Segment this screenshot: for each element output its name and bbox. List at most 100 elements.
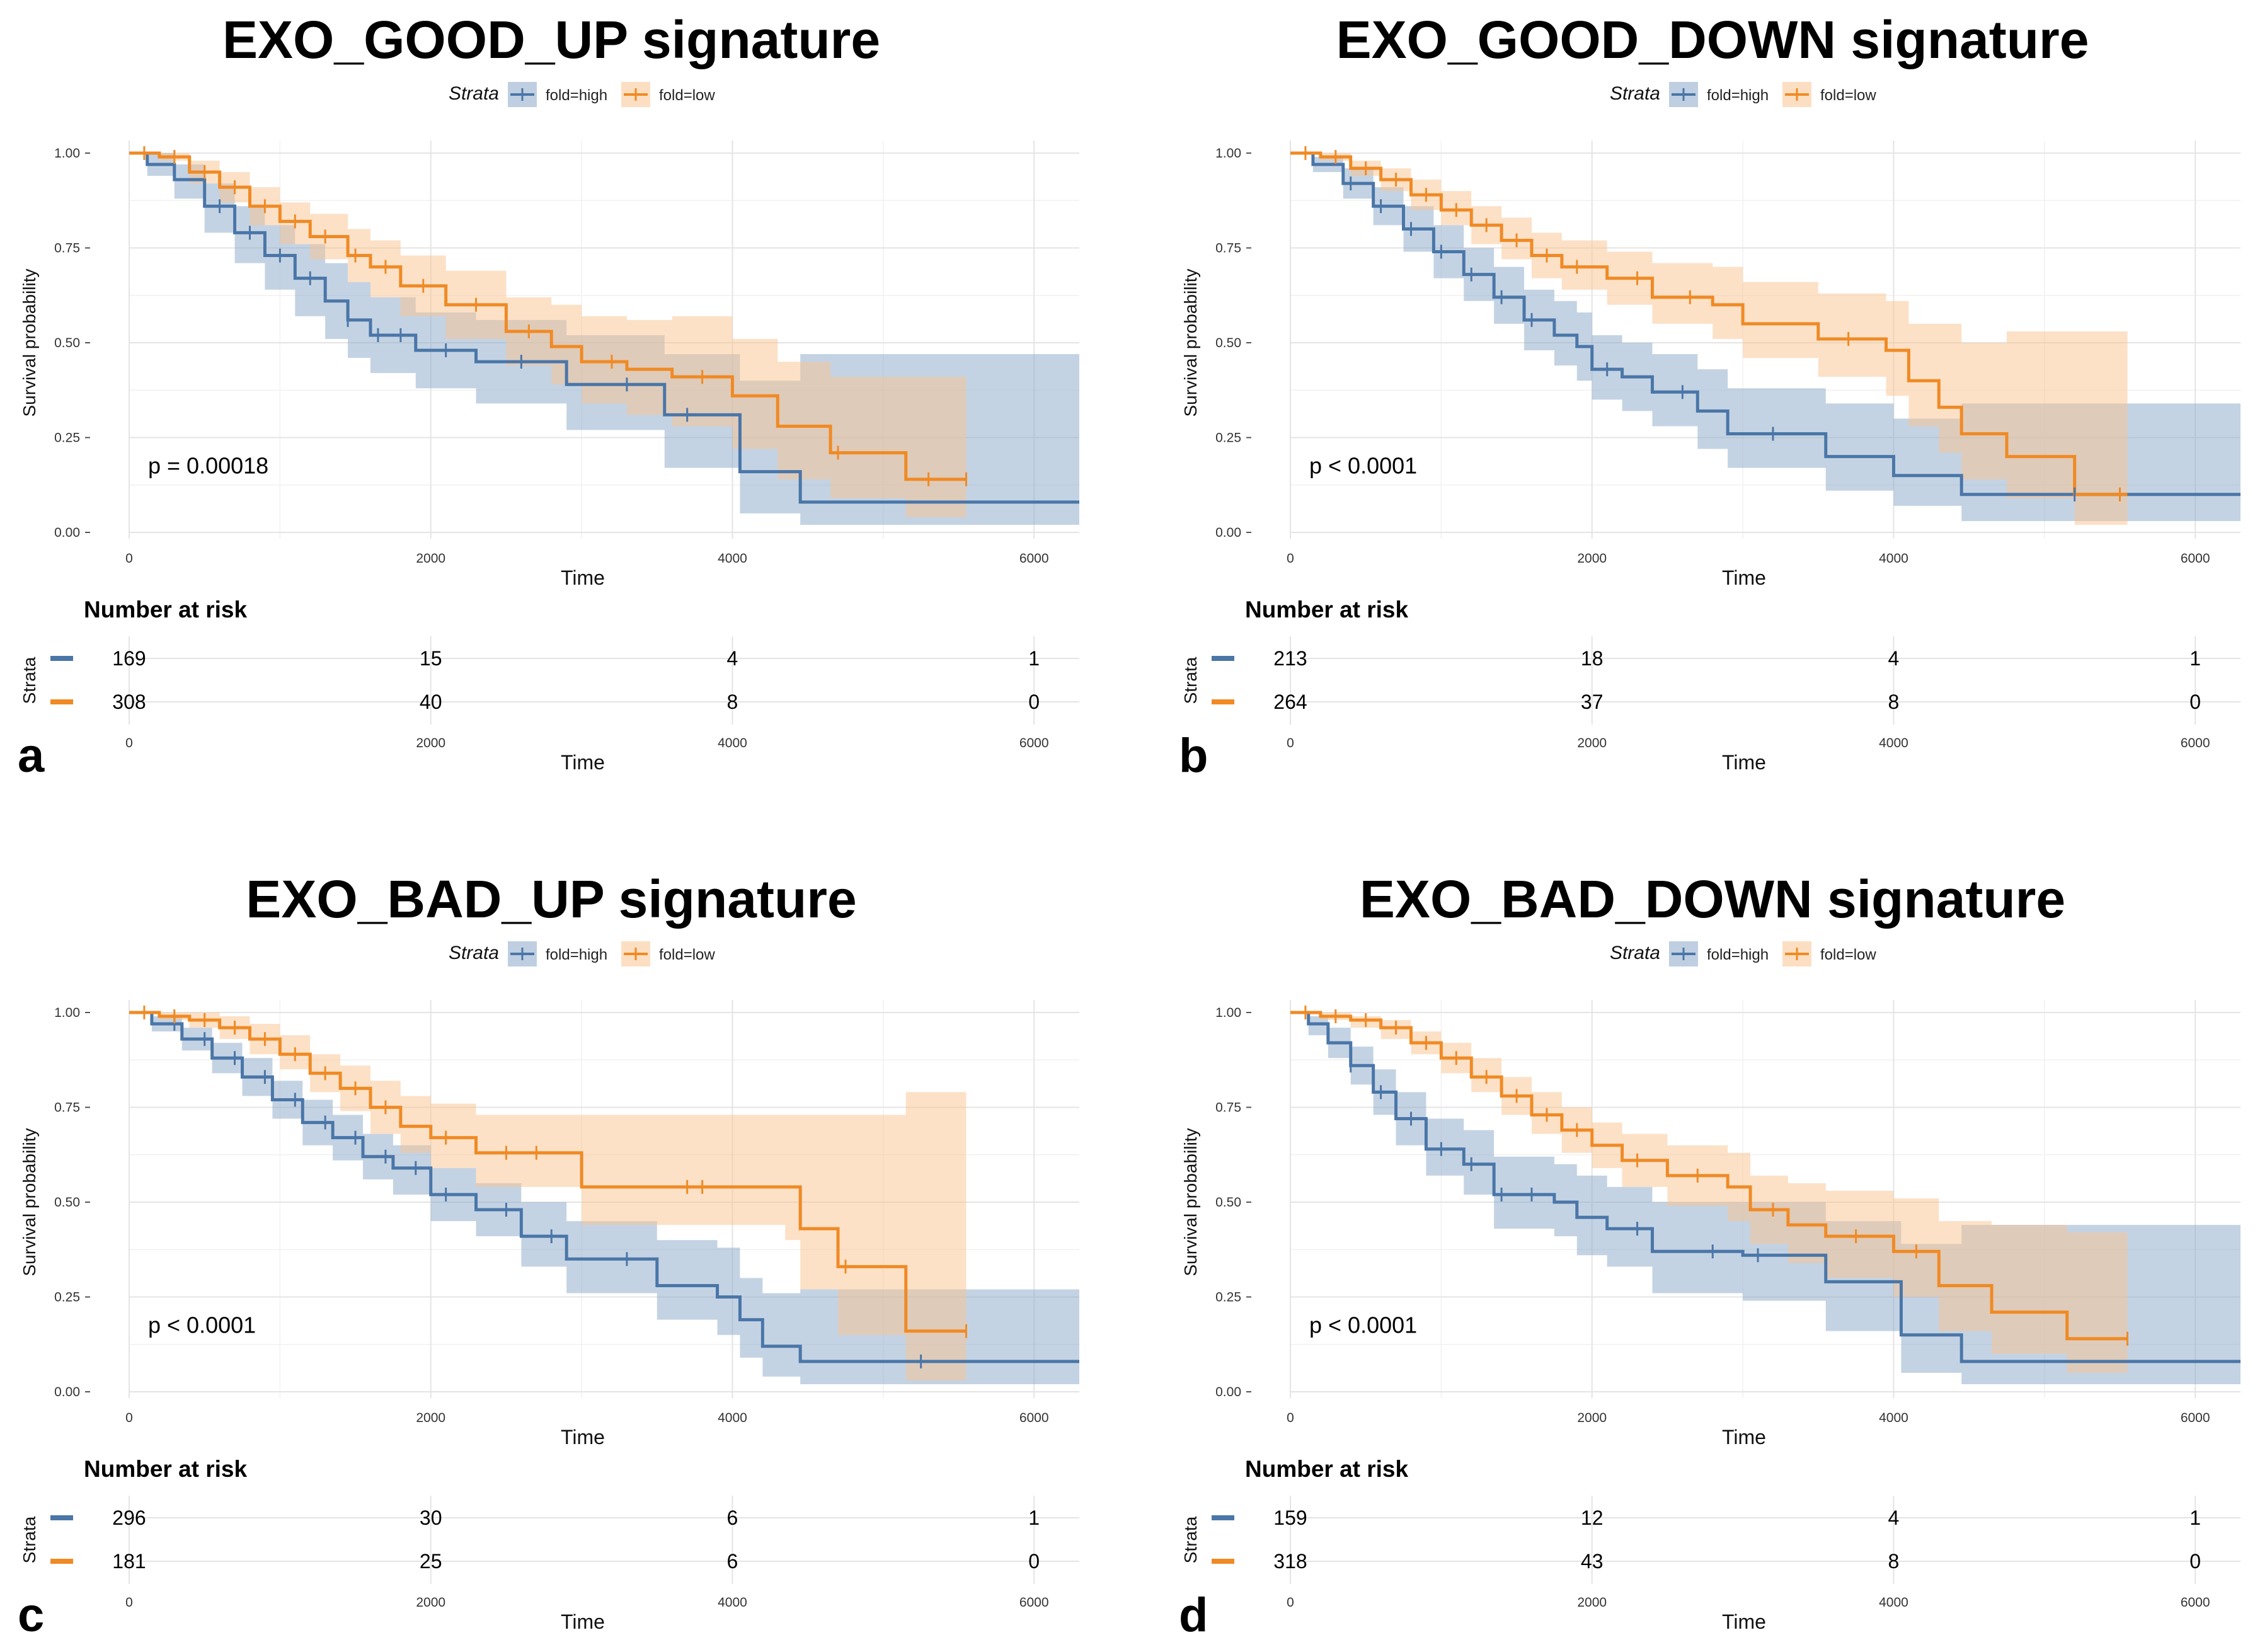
risk-count: 37 [1581,691,1604,713]
p-value: p < 0.0001 [148,1312,256,1338]
risk-count: 25 [420,1550,442,1573]
x-tick-label: 6000 [2181,551,2210,566]
x-tick-label: 0 [1287,1411,1294,1425]
risk-table-ylabel: Strata [20,657,39,704]
x-tick-label: 0 [125,1411,133,1425]
risk-x-tick-label: 0 [125,736,133,750]
ci-band-low [129,153,967,517]
km-panel-c: EXO_BAD_UP signature Strata fold=high fold=… [18,869,1079,1642]
chart-title: EXO_GOOD_DOWN signature [1336,10,2089,69]
risk-count: 159 [1273,1506,1307,1529]
y-tick-label: 0.00 [54,525,80,540]
risk-x-tick-label: 0 [1287,736,1294,750]
risk-count: 1 [2189,1506,2201,1529]
y-tick-label: 0.75 [1215,1101,1241,1115]
y-tick-label: 0.00 [54,1385,80,1399]
x-tick-label: 2000 [416,1411,445,1425]
km-panel-b: EXO_GOOD_DOWN signature Strata fold=high fo… [1179,10,2241,783]
risk-table-title: Number at risk [1245,1456,1409,1482]
y-tick-label: 0.00 [1215,1385,1241,1399]
risk-count: 12 [1581,1506,1604,1529]
risk-count: 264 [1273,691,1307,713]
legend-label-low: fold=low [1820,87,1876,104]
x-tick-label: 2000 [1577,551,1607,566]
p-value: p < 0.0001 [1309,453,1417,479]
x-tick-label: 4000 [718,551,747,566]
y-axis-title: Survival probability [20,1128,39,1276]
risk-count: 8 [727,691,738,713]
x-axis-title: Time [561,566,605,589]
risk-table-ylabel: Strata [1181,657,1200,704]
risk-count: 213 [1273,647,1307,670]
x-tick-label: 6000 [2181,1411,2210,1425]
risk-table: Number at risk 159 12 4 1 318 43 8 0 Strata 0 2000 4… [1181,1456,2241,1633]
y-tick-label: 0.25 [1215,431,1241,445]
risk-count: 1 [1028,647,1040,670]
risk-count: 0 [2189,1550,2201,1573]
y-tick-label: 0.50 [54,1195,80,1210]
risk-table-title: Number at risk [84,1456,248,1482]
y-tick-label: 0.75 [1215,241,1241,256]
x-tick-label: 4000 [718,1411,747,1425]
y-tick-label: 0.75 [54,241,80,256]
y-tick-label: 0.50 [1215,336,1241,350]
km-curve-high [1290,151,2241,496]
legend-label-high: fold=high [546,946,607,963]
km-curve-low [1290,1011,2128,1341]
y-tick-label: 0.50 [1215,1195,1241,1210]
x-axis-title: Time [1722,566,1766,589]
risk-count: 6 [727,1506,738,1529]
risk-count: 43 [1581,1550,1604,1573]
panel-letter: b [1179,729,1208,783]
risk-x-tick-label: 2000 [1577,1595,1607,1610]
risk-count: 4 [727,647,738,670]
censor-marks-low [1304,1006,2128,1346]
risk-count: 1 [1028,1506,1040,1529]
risk-count: 318 [1273,1550,1307,1573]
risk-count: 181 [112,1550,146,1573]
panel-letter: c [18,1588,44,1642]
risk-x-tick-label: 2000 [1577,736,1607,750]
legend: Strata fold=high fold=low [449,82,715,107]
risk-table-xlabel: Time [1722,1610,1766,1633]
censor-marks-low [143,1006,967,1338]
risk-count: 8 [1888,691,1900,713]
censor-marks-low [1304,146,2121,502]
risk-count: 0 [2189,691,2201,713]
risk-count: 1 [2189,647,2201,670]
risk-table-xlabel: Time [561,751,605,774]
km-panel-d: EXO_BAD_DOWN signature Strata fold=high fol… [1179,869,2241,1642]
risk-x-tick-label: 6000 [1019,736,1049,750]
km-curve-high [129,151,1079,504]
risk-table-ylabel: Strata [20,1516,39,1563]
y-tick-label: 1.00 [54,146,80,161]
censor-marks-low [143,146,967,486]
legend: Strata fold=high fold=low [449,941,715,967]
legend-title: Strata [1610,943,1660,963]
risk-table-xlabel: Time [1722,751,1766,774]
ci-band-low [1290,153,2128,525]
risk-table-title: Number at risk [84,597,248,622]
censor-marks-high [1350,1058,1759,1263]
risk-x-tick-label: 2000 [416,736,445,750]
legend-label-low: fold=low [1820,946,1876,963]
x-tick-label: 4000 [1879,551,1908,566]
legend-label-high: fold=high [1707,87,1769,104]
y-tick-label: 1.00 [54,1006,80,1020]
risk-x-tick-label: 6000 [1019,1595,1049,1610]
risk-count: 296 [112,1506,146,1529]
y-tick-label: 0.00 [1215,525,1241,540]
panel-letter: a [18,729,45,783]
risk-count: 30 [420,1506,442,1529]
risk-table: Number at risk 296 30 6 1 181 25 6 0 Strata 0 2000 4… [20,1456,1079,1633]
risk-table-title: Number at risk [1245,597,1409,622]
y-tick-label: 0.25 [54,1290,80,1305]
risk-table: Number at risk 169 15 4 1 308 40 8 0 Strata 0 2000 4… [20,597,1079,774]
risk-x-tick-label: 2000 [416,1595,445,1610]
risk-count: 18 [1581,647,1604,670]
x-tick-label: 2000 [416,551,445,566]
legend: Strata fold=high fold=low [1610,941,1876,967]
risk-count: 6 [727,1550,738,1573]
y-tick-label: 0.25 [1215,1290,1241,1305]
risk-table-ylabel: Strata [1181,1516,1200,1563]
